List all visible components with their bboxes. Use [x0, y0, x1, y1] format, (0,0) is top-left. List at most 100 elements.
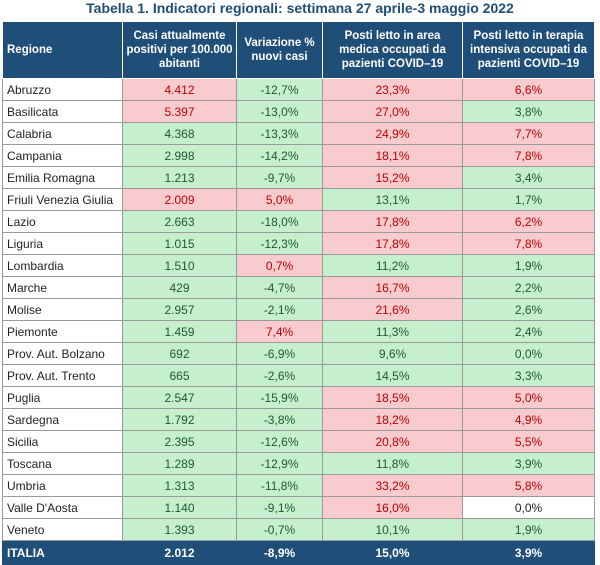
- cell-region: Lombardia: [2, 254, 123, 277]
- header-icu-beds: Posti letto in terapia intensiva occupat…: [462, 21, 595, 79]
- total-icu-beds: 3,9%: [462, 540, 595, 565]
- cell-medical-beds: 18,2%: [322, 408, 463, 431]
- cell-cases: 1.393: [122, 518, 237, 541]
- cell-region: Prov. Aut. Trento: [2, 364, 123, 387]
- cell-variation: -13,3%: [236, 122, 323, 145]
- cell-medical-beds: 11,2%: [322, 254, 463, 277]
- cell-icu-beds: 3,4%: [462, 166, 595, 189]
- cell-medical-beds: 14,5%: [322, 364, 463, 387]
- header-region: Regione: [2, 21, 123, 79]
- cell-icu-beds: 2,4%: [462, 320, 595, 343]
- cell-variation: -15,9%: [236, 386, 323, 409]
- table-row: Abruzzo 4.412 -12,7% 23,3% 6,6%: [2, 78, 595, 101]
- cell-region: Piemonte: [2, 320, 123, 343]
- cell-cases: 2.998: [122, 144, 237, 167]
- table-row: Sicilia 2.395 -12,6% 20,8% 5,5%: [2, 430, 595, 453]
- table-row: Basilicata 5.397 -13,0% 27,0% 3,8%: [2, 100, 595, 123]
- cell-cases: 665: [122, 364, 237, 387]
- cell-icu-beds: 1,7%: [462, 188, 595, 211]
- cell-cases: 4.412: [122, 78, 237, 101]
- table-row: Puglia 2.547 -15,9% 18,5% 5,0%: [2, 386, 595, 409]
- total-variation: -8,9%: [236, 540, 323, 565]
- total-region: ITALIA: [2, 540, 123, 565]
- cell-icu-beds: 2,6%: [462, 298, 595, 321]
- cell-medical-beds: 17,8%: [322, 210, 463, 233]
- cell-cases: 1.792: [122, 408, 237, 431]
- cell-region: Sicilia: [2, 430, 123, 453]
- cell-cases: 1.510: [122, 254, 237, 277]
- cell-cases: 1.289: [122, 452, 237, 475]
- cell-variation: -6,9%: [236, 342, 323, 365]
- header-row: Regione Casi attualmente positivi per 10…: [2, 21, 595, 79]
- table-row: Liguria 1.015 -12,3% 17,8% 7,8%: [2, 232, 595, 255]
- cell-variation: -4,7%: [236, 276, 323, 299]
- table-row: Umbria 1.313 -11,8% 33,2% 5,8%: [2, 474, 595, 497]
- cell-region: Veneto: [2, 518, 123, 541]
- cell-variation: -3,8%: [236, 408, 323, 431]
- cell-medical-beds: 17,8%: [322, 232, 463, 255]
- table-row: Lombardia 1.510 0,7% 11,2% 1,9%: [2, 254, 595, 277]
- cell-variation: -2,1%: [236, 298, 323, 321]
- cell-icu-beds: 5,8%: [462, 474, 595, 497]
- cell-icu-beds: 2,2%: [462, 276, 595, 299]
- cell-medical-beds: 13,1%: [322, 188, 463, 211]
- cell-region: Campania: [2, 144, 123, 167]
- cell-icu-beds: 0,0%: [462, 496, 595, 519]
- cell-medical-beds: 23,3%: [322, 78, 463, 101]
- cell-icu-beds: 0,0%: [462, 342, 595, 365]
- cell-cases: 1.313: [122, 474, 237, 497]
- total-medical-beds: 15,0%: [322, 540, 463, 565]
- cell-region: Prov. Aut. Bolzano: [2, 342, 123, 365]
- cell-region: Sardegna: [2, 408, 123, 431]
- cell-region: Molise: [2, 298, 123, 321]
- cell-icu-beds: 1,9%: [462, 254, 595, 277]
- cell-region: Abruzzo: [2, 78, 123, 101]
- cell-region: Umbria: [2, 474, 123, 497]
- header-cases: Casi attualmente positivi per 100.000 ab…: [122, 21, 237, 79]
- table-row: Valle D'Aosta 1.140 -9,1% 16,0% 0,0%: [2, 496, 595, 519]
- cell-variation: 0,7%: [236, 254, 323, 277]
- regional-indicators-table: Regione Casi attualmente positivi per 10…: [2, 21, 595, 565]
- cell-variation: -9,7%: [236, 166, 323, 189]
- cell-icu-beds: 6,6%: [462, 78, 595, 101]
- cell-region: Friuli Venezia Giulia: [2, 188, 123, 211]
- cell-icu-beds: 5,0%: [462, 386, 595, 409]
- table-row: Friuli Venezia Giulia 2.009 5,0% 13,1% 1,7%: [2, 188, 595, 211]
- cell-icu-beds: 7,8%: [462, 144, 595, 167]
- cell-cases: 4.368: [122, 122, 237, 145]
- cell-variation: 7,4%: [236, 320, 323, 343]
- cell-medical-beds: 20,8%: [322, 430, 463, 453]
- cell-icu-beds: 6,2%: [462, 210, 595, 233]
- table-row: Lazio 2.663 -18,0% 17,8% 6,2%: [2, 210, 595, 233]
- cell-cases: 5.397: [122, 100, 237, 123]
- cell-cases: 2.395: [122, 430, 237, 453]
- cell-medical-beds: 21,6%: [322, 298, 463, 321]
- cell-cases: 692: [122, 342, 237, 365]
- cell-variation: -14,2%: [236, 144, 323, 167]
- cell-cases: 1.459: [122, 320, 237, 343]
- cell-variation: -12,9%: [236, 452, 323, 475]
- cell-medical-beds: 18,1%: [322, 144, 463, 167]
- cell-icu-beds: 5,5%: [462, 430, 595, 453]
- cell-region: Valle D'Aosta: [2, 496, 123, 519]
- cell-variation: -11,8%: [236, 474, 323, 497]
- header-medical-beds: Posti letto in area medica occupati da p…: [322, 21, 463, 79]
- table-row: Campania 2.998 -14,2% 18,1% 7,8%: [2, 144, 595, 167]
- cell-region: Basilicata: [2, 100, 123, 123]
- table-title: Tabella 1. Indicatori regionali: settima…: [86, 0, 514, 16]
- cell-region: Lazio: [2, 210, 123, 233]
- table-row: Molise 2.957 -2,1% 21,6% 2,6%: [2, 298, 595, 321]
- cell-variation: -12,7%: [236, 78, 323, 101]
- table-row: Calabria 4.368 -13,3% 24,9% 7,7%: [2, 122, 595, 145]
- cell-medical-beds: 10,1%: [322, 518, 463, 541]
- cell-icu-beds: 3,8%: [462, 100, 595, 123]
- cell-medical-beds: 9,6%: [322, 342, 463, 365]
- cell-region: Calabria: [2, 122, 123, 145]
- cell-medical-beds: 11,8%: [322, 452, 463, 475]
- cell-medical-beds: 33,2%: [322, 474, 463, 497]
- cell-cases: 2.663: [122, 210, 237, 233]
- cell-medical-beds: 16,0%: [322, 496, 463, 519]
- cell-region: Marche: [2, 276, 123, 299]
- cell-variation: -0,7%: [236, 518, 323, 541]
- cell-variation: -2,6%: [236, 364, 323, 387]
